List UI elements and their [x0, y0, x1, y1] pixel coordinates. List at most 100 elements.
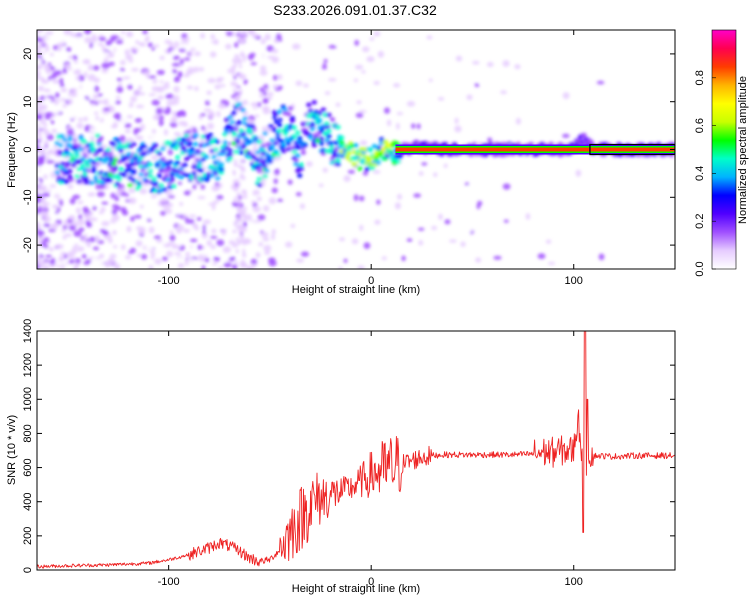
spectrogram-cell: [575, 169, 582, 177]
spectrogram-cell: [54, 92, 60, 98]
spectrogram-cell: [89, 100, 95, 104]
spectrogram-cell: [374, 219, 381, 225]
spectrogram-cell: [238, 233, 243, 239]
spectrogram-cell: [262, 131, 268, 136]
spectrogram-cell: [317, 118, 323, 123]
spectrogram-cell: [73, 60, 79, 64]
spectrogram-cell: [59, 254, 64, 262]
spectrogram-cell: [146, 218, 152, 222]
spectrogram-cell: [204, 154, 210, 159]
spectrogram-cell: [101, 221, 110, 227]
spectrogram-cell: [78, 227, 85, 232]
colorbar-label: Normalized spectral amplitude: [737, 76, 749, 224]
spectrogram-cell: [231, 110, 237, 115]
spectrogram-cell: [233, 127, 239, 132]
spectrogram-cell: [92, 205, 97, 211]
spectrogram-cell: [87, 64, 94, 71]
spectrogram-cell: [367, 209, 375, 216]
spectrogram-cell: [60, 177, 66, 182]
spectrogram-cell: [192, 229, 197, 234]
spectrogram-cell: [151, 128, 156, 134]
spectrogram-cell: [164, 39, 171, 45]
spectrogram-cell: [126, 115, 134, 119]
spectrogram-cell: [151, 177, 157, 182]
spectrogram-cell: [43, 35, 52, 41]
spectrogram-cell: [112, 157, 119, 162]
spectrogram-cell: [37, 165, 41, 171]
spectrogram-cell: [80, 163, 86, 169]
spectrogram-cell: [237, 30, 241, 33]
spectrogram-cell: [361, 70, 366, 74]
spectrogram-cell: [455, 55, 463, 62]
spectrogram-cell: [213, 147, 219, 152]
spectrogram-cell: [255, 150, 261, 155]
spectrogram-cell: [160, 157, 166, 162]
spectrogram-cell: [83, 176, 90, 181]
spectrogram-cell: [109, 253, 117, 259]
spectrogram-cell: [243, 163, 249, 167]
spectrogram-cell: [324, 121, 330, 127]
spectrogram-cell: [260, 38, 266, 45]
spectrogram-cell: [51, 128, 58, 134]
spectrogram-cell: [114, 263, 121, 269]
spectrogram-cell: [92, 93, 99, 100]
spectrogram-cell: [239, 174, 243, 180]
spectrogram-cell: [174, 172, 181, 178]
spectrogram-cell: [44, 43, 49, 48]
spectrogram-cell: [475, 257, 482, 263]
spectrogram-cell: [99, 79, 107, 86]
spectrogram-cell: [278, 138, 285, 144]
spectrogram-cell: [487, 137, 493, 143]
spectrogram-cell: [224, 117, 230, 123]
spectrogram-cell: [95, 236, 100, 243]
spectrogram-cell: [97, 99, 104, 104]
spectrogram-cell: [371, 143, 378, 149]
spectrogram-cell: [210, 235, 218, 239]
spectrogram-cell: [262, 164, 268, 169]
spectrogram-cell: [596, 80, 605, 85]
spectrogram-cell: [58, 120, 67, 126]
spectrogram-cell: [98, 211, 104, 215]
spectrogram-cell: [268, 197, 277, 205]
spectrogram-cell: [242, 55, 247, 61]
spectrogram-cell: [119, 54, 126, 59]
spectrogram-cell: [37, 155, 45, 160]
spectrogram-cell: [562, 92, 570, 100]
snr-ytick-label: 200: [22, 527, 34, 545]
spectrogram-cell: [240, 203, 244, 209]
spectrogram-cell: [282, 107, 288, 112]
spectrogram-cell: [251, 37, 256, 43]
spectrogram-cell: [67, 36, 72, 43]
spectrogram-cell: [236, 225, 240, 231]
spectrogram-cell: [227, 148, 234, 153]
spectrogram-cell: [460, 241, 466, 247]
spectrogram-cell: [243, 262, 247, 268]
spectrogram-cell: [339, 237, 346, 242]
spectrogram-cell: [69, 198, 76, 205]
spectrogram-cell: [304, 262, 312, 267]
spectrogram-cell: [76, 122, 84, 129]
spectrogram-cell: [37, 185, 42, 193]
spectrogram-cell: [335, 102, 341, 107]
spectrogram-cell: [188, 219, 195, 224]
spectrogram-cell: [211, 154, 217, 159]
spectrogram-cell: [262, 105, 270, 112]
spectrogram-cell: [240, 132, 246, 137]
spectrogram-cell: [287, 179, 293, 185]
spectrogram-cell: [251, 263, 257, 268]
spectrogram-cell: [338, 266, 343, 269]
spectrogram-cell: [318, 141, 325, 146]
spectrogram-cell: [78, 214, 83, 221]
spectrogram-cell: [245, 248, 251, 255]
spectrogram-cell: [280, 149, 286, 154]
spectrogram-cell: [242, 210, 247, 216]
spectrogram-cell: [177, 181, 183, 185]
spectrogram-cell: [173, 145, 179, 151]
spectrogram-cell: [37, 178, 41, 185]
spectrogram-cell: [243, 193, 248, 199]
spectrogram-cell: [309, 122, 316, 127]
spectrogram-cell: [92, 44, 99, 49]
spectrogram-cell: [49, 52, 55, 57]
spectrogram-cell: [160, 245, 166, 250]
